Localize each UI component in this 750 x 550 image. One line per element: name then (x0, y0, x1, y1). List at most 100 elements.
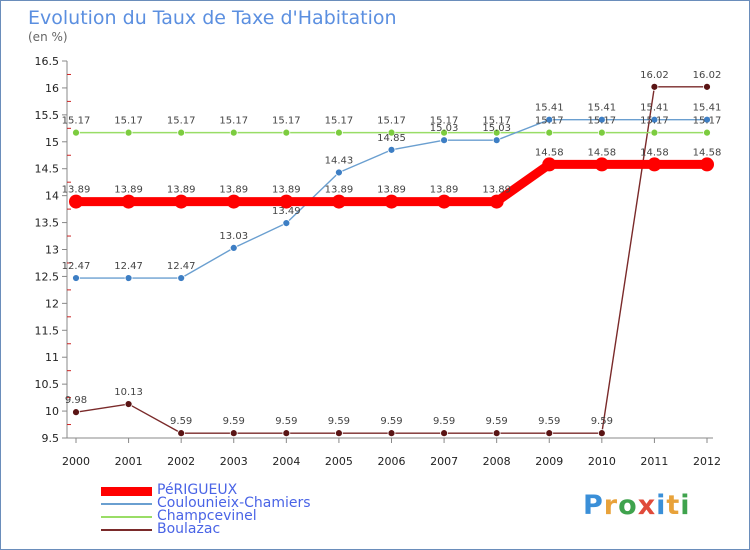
data-label: 13.49 (272, 206, 301, 217)
data-label: 14.43 (325, 155, 354, 166)
legend-item: Coulounieix-Chamiers (101, 495, 361, 514)
data-point (437, 194, 452, 209)
y-tick-label: 14.5 (35, 163, 60, 176)
logo-letter: i (680, 490, 691, 521)
data-point (492, 136, 501, 145)
logo-letter: i (656, 490, 667, 521)
y-tick-label: 11.5 (35, 324, 60, 337)
legend-item: Champcevinel (101, 508, 361, 527)
data-point (174, 194, 189, 209)
series-lines (69, 82, 714, 438)
data-point (72, 128, 80, 137)
x-tick-label: 2009 (535, 455, 563, 468)
data-label: 15.17 (693, 116, 722, 127)
legend-item: PéRIGUEUX (101, 482, 361, 501)
data-label: 15.41 (693, 103, 722, 114)
data-point (703, 128, 711, 137)
data-label: 12.47 (167, 261, 196, 272)
y-tick-label: 15.5 (35, 109, 60, 122)
chart-unit: (en %) (28, 30, 68, 44)
data-label: 15.17 (272, 116, 301, 127)
data-point (331, 194, 346, 209)
data-point (226, 194, 241, 209)
data-label: 15.17 (588, 116, 617, 127)
data-point (703, 115, 711, 124)
data-label: 12.47 (114, 261, 143, 272)
data-point (121, 194, 136, 209)
axes: 9.51010.51111.51212.51313.51414.51515.51… (35, 55, 722, 468)
data-point (440, 128, 448, 137)
data-label: 14.58 (640, 147, 669, 158)
data-point (545, 128, 554, 137)
data-point (703, 82, 711, 91)
legend-label: Boulazac (157, 521, 221, 537)
x-tick-label: 2005 (325, 455, 353, 468)
data-point (545, 429, 554, 438)
data-point (440, 136, 448, 145)
data-label: 15.17 (430, 116, 459, 127)
data-label: 15.17 (62, 116, 91, 127)
x-tick-label: 2004 (272, 455, 300, 468)
data-point (124, 400, 133, 408)
legend-label: Coulounieix-Chamiers (157, 495, 311, 511)
legend-swatch (101, 516, 152, 518)
legend-label: Champcevinel (157, 508, 257, 524)
data-label: 13.89 (167, 185, 196, 196)
data-point (387, 429, 396, 438)
legend-label: PéRIGUEUX (157, 482, 238, 498)
y-tick-label: 13 (45, 244, 59, 257)
x-tick-label: 2000 (62, 455, 90, 468)
data-label: 13.89 (325, 185, 354, 196)
data-label: 15.17 (325, 116, 354, 127)
data-point (282, 219, 291, 228)
x-tick-label: 2001 (115, 455, 143, 468)
x-tick-label: 2011 (640, 455, 668, 468)
data-point (489, 194, 504, 209)
data-label: 13.89 (430, 185, 459, 196)
data-point (597, 429, 606, 438)
x-tick-label: 2002 (167, 455, 195, 468)
data-point (229, 243, 238, 252)
logo-letter: r (603, 490, 619, 521)
data-point (124, 274, 133, 282)
y-tick-label: 10.5 (35, 378, 60, 391)
data-point (492, 429, 501, 438)
data-label: 15.03 (430, 123, 459, 134)
data-point (492, 128, 501, 137)
data-point (124, 128, 133, 137)
data-label: 13.89 (114, 185, 143, 196)
logo-letter: P (583, 490, 604, 521)
data-label: 14.85 (377, 133, 406, 144)
y-tick-label: 12.5 (35, 270, 60, 283)
data-label: 15.41 (535, 103, 564, 114)
data-label: 15.17 (167, 116, 196, 127)
data-point (597, 128, 606, 137)
y-tick-label: 10 (45, 405, 59, 418)
data-point (282, 128, 291, 137)
data-point (229, 128, 238, 137)
x-tick-label: 2003 (220, 455, 248, 468)
data-point (440, 429, 448, 438)
y-tick-label: 12 (45, 297, 59, 310)
data-point (384, 194, 399, 209)
data-point (650, 115, 659, 124)
data-label: 9.59 (275, 416, 297, 427)
legend-swatch (101, 486, 152, 496)
x-tick-label: 2008 (483, 455, 511, 468)
legend-item: Boulazac (101, 521, 361, 540)
data-label: 14.58 (588, 147, 617, 158)
data-point (597, 115, 606, 124)
data-label: 12.47 (62, 261, 91, 272)
data-label: 9.59 (223, 416, 245, 427)
y-tick-label: 13.5 (35, 217, 60, 230)
data-label: 15.17 (114, 116, 143, 127)
x-tick-label: 2010 (588, 455, 616, 468)
data-label: 9.59 (328, 416, 350, 427)
data-point (177, 429, 186, 438)
proxiti-logo: Proxiti (583, 490, 691, 521)
data-point (69, 194, 83, 209)
data-label: 9.59 (486, 416, 508, 427)
y-tick-label: 16 (45, 82, 59, 95)
data-label: 15.17 (482, 116, 511, 127)
y-tick-label: 16.5 (35, 55, 60, 68)
